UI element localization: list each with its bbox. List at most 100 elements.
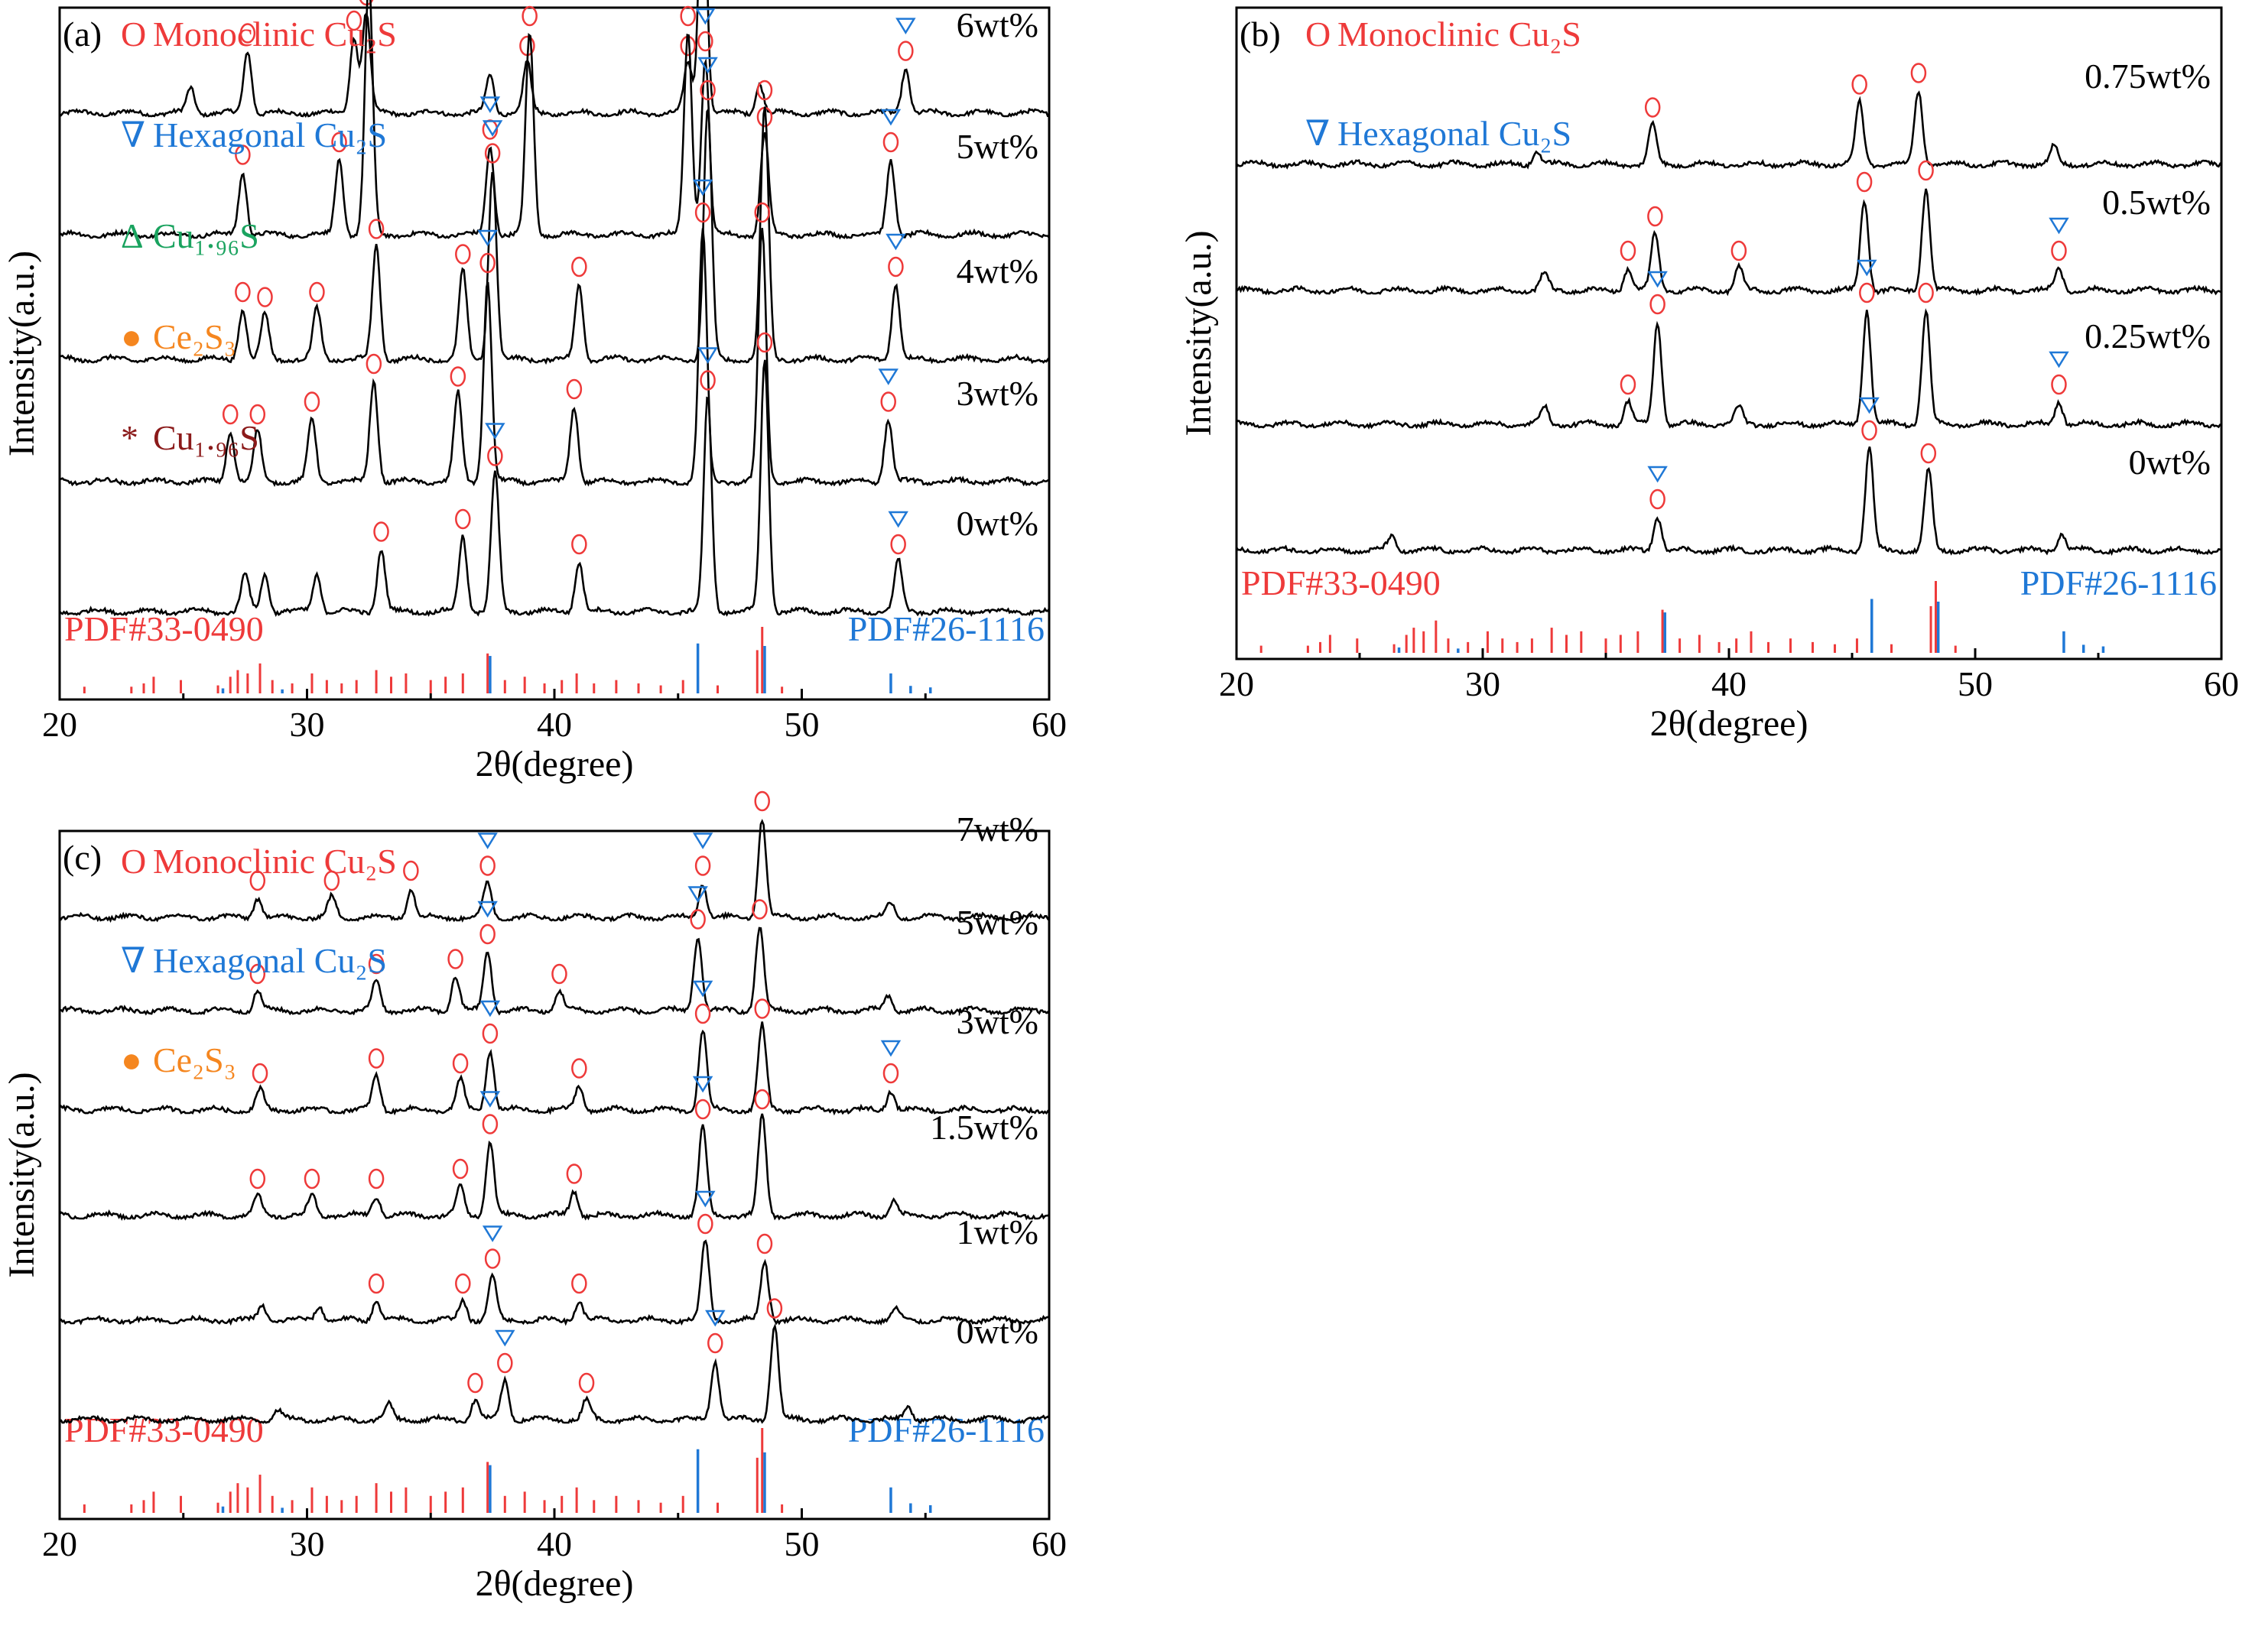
monoclinic-marker: [1620, 374, 1636, 395]
hexagonal-marker: [1647, 466, 1668, 483]
hexagonal-marker: [477, 832, 498, 849]
monoclinic-marker: [756, 332, 773, 353]
legend-symbol: ∇: [121, 941, 145, 980]
legend-symbol: ∇: [1305, 114, 1330, 153]
legend-symbol: *: [121, 418, 138, 457]
series-label: 1.5wt%: [930, 1108, 1038, 1147]
x-tick-label: 20: [42, 705, 77, 744]
series-label: 0wt%: [957, 1312, 1038, 1351]
monoclinic-marker: [754, 1089, 770, 1110]
hexagonal-marker: [1859, 397, 1880, 414]
spectrum-line: [59, 106, 1051, 365]
monoclinic-marker: [571, 534, 587, 555]
series-label: 7wt%: [957, 810, 1038, 849]
reference-label-33-0490: PDF#33-0490: [64, 609, 264, 648]
legend-text: Monoclinic Cu₂S: [153, 15, 397, 54]
x-tick-label: 40: [1711, 664, 1747, 703]
monoclinic-marker: [1918, 160, 1934, 181]
monoclinic-marker: [880, 391, 896, 412]
monoclinic-marker: [482, 1114, 499, 1134]
monoclinic-marker: [479, 923, 496, 945]
monoclinic-marker: [1856, 171, 1873, 193]
hexagonal-marker: [695, 8, 716, 25]
legend-text: Hexagonal Cu₂S: [153, 115, 387, 154]
panel-label: (b): [1240, 15, 1281, 54]
monoclinic-marker: [707, 1332, 723, 1354]
hexagonal-marker: [880, 109, 902, 126]
panel-2: 20 30 40 50 60 2θ(degree) Intensity(a.u.) (c) PD…: [2, 790, 1067, 1604]
monoclinic-marker: [249, 1168, 266, 1190]
panel-0: 20 30 40 50 60 2θ(degree) Intensity(a.u.) (a) PD…: [2, 0, 1067, 784]
monoclinic-marker: [1851, 74, 1867, 95]
legend-text: Ce₂S₃: [153, 1040, 236, 1079]
legend-text: Cu₁.₉₆S: [153, 216, 259, 255]
monoclinic-marker: [766, 1298, 783, 1319]
monoclinic-marker: [752, 899, 768, 920]
hexagonal-marker: [687, 886, 708, 903]
hexagonal-marker: [485, 423, 505, 440]
hexagonal-marker: [477, 229, 498, 247]
monoclinic-marker: [368, 1273, 385, 1294]
monoclinic-marker: [304, 1168, 320, 1190]
spectrum-line: [59, 1239, 1050, 1326]
monoclinic-marker: [1861, 420, 1877, 441]
hexagonal-marker: [705, 1310, 726, 1327]
monoclinic-marker: [447, 949, 463, 969]
spectrum-line: [59, 927, 1051, 1016]
monoclinic-marker: [1649, 488, 1665, 510]
hexagonal-marker: [695, 1190, 716, 1208]
monoclinic-marker: [888, 256, 904, 277]
monoclinic-marker: [455, 244, 471, 265]
panel-label: (c): [63, 838, 102, 877]
series-label: 0wt%: [957, 504, 1038, 543]
monoclinic-marker: [754, 202, 770, 223]
x-tick-label: 50: [1958, 664, 1993, 703]
monoclinic-marker: [309, 281, 325, 303]
monoclinic-marker: [566, 378, 583, 400]
series-label: 6wt%: [957, 5, 1038, 44]
monoclinic-marker: [249, 870, 266, 891]
x-tick-label: 60: [2204, 664, 2239, 703]
panel-label: (a): [63, 15, 102, 54]
legend-symbol: O: [1305, 15, 1331, 54]
spectrum-line: [1235, 446, 2222, 557]
monoclinic-marker: [403, 860, 419, 881]
monoclinic-marker: [222, 404, 239, 425]
spectrum-line: [59, 0, 1051, 240]
x-tick-label: 50: [785, 1524, 820, 1563]
monoclinic-marker: [346, 10, 362, 31]
monoclinic-marker: [331, 131, 347, 153]
spectrum-line: [59, 1323, 1050, 1425]
legend-symbol: ●: [121, 1040, 142, 1079]
reference-label-33-0490: PDF#33-0490: [1241, 563, 1441, 602]
monoclinic-marker: [482, 1023, 499, 1044]
monoclinic-marker: [694, 202, 711, 223]
monoclinic-marker: [373, 521, 389, 542]
legend-text: Ce₂S₃: [153, 317, 236, 356]
x-axis-label: 2θ(degree): [1650, 703, 1808, 744]
monoclinic-marker: [697, 31, 713, 52]
monoclinic-marker: [366, 353, 382, 375]
monoclinic-marker: [1910, 63, 1927, 83]
hexagonal-marker: [495, 1329, 515, 1347]
series-label: 3wt%: [957, 374, 1038, 413]
monoclinic-marker: [694, 1003, 711, 1024]
monoclinic-marker: [479, 252, 496, 274]
hexagonal-marker: [1857, 259, 1877, 277]
reference-label-26-1116: PDF#26-1116: [848, 1410, 1045, 1449]
hexagonal-marker: [878, 368, 899, 385]
monoclinic-marker: [368, 953, 385, 975]
y-axis-label: Intensity(a.u.): [1178, 230, 1219, 436]
monoclinic-marker: [756, 1233, 773, 1254]
monoclinic-marker: [450, 366, 466, 387]
monoclinic-marker: [252, 1063, 268, 1084]
legend-text: Hexagonal Cu₂S: [153, 941, 387, 980]
hexagonal-marker: [697, 347, 718, 364]
monoclinic-marker: [694, 1099, 711, 1120]
x-tick-label: 40: [537, 1524, 572, 1563]
monoclinic-marker: [467, 1372, 483, 1394]
x-tick-label: 60: [1032, 705, 1067, 744]
spectrum-line: [58, 1113, 1050, 1221]
plot-frame: [1235, 6, 2223, 660]
